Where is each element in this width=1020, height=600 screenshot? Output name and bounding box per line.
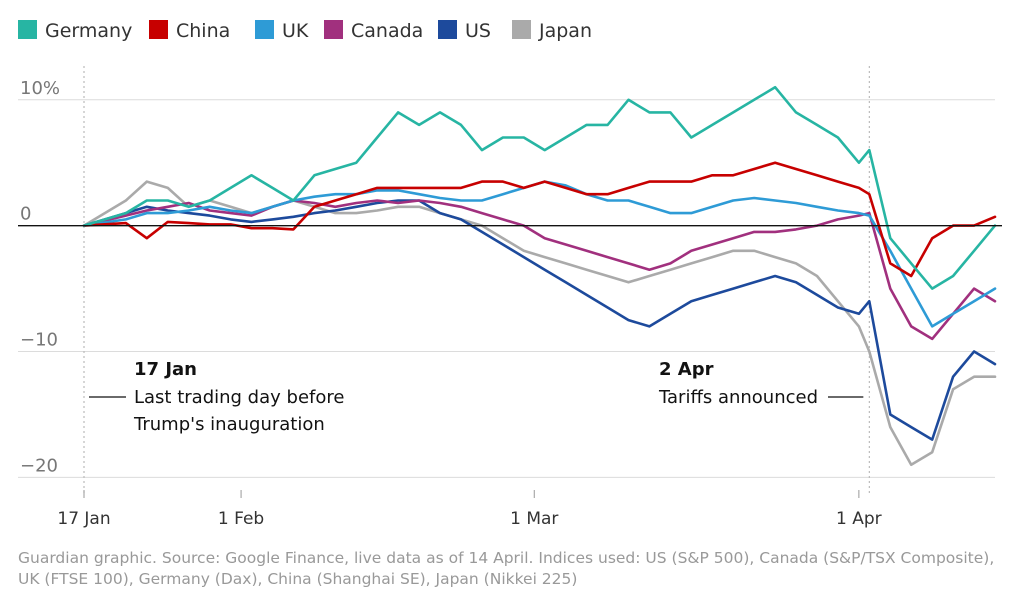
legend-label-uk: UK <box>282 20 309 42</box>
reference-lines <box>83 66 870 496</box>
source-footnote: Guardian graphic. Source: Google Finance… <box>18 549 995 588</box>
legend-swatch-canada <box>324 20 343 39</box>
annotation-text: Last trading day before <box>134 387 344 408</box>
y-tick-label: 10% <box>20 78 60 99</box>
annotation-text: Trump's inauguration <box>133 414 325 435</box>
legend-swatch-germany <box>18 20 37 39</box>
series-line-us <box>82 199 997 441</box>
x-tick-label: 17 Jan <box>57 509 110 529</box>
y-grid <box>18 99 995 478</box>
x-tick-label: 1 Feb <box>218 509 264 529</box>
legend-label-us: US <box>465 20 491 42</box>
series-line-china <box>82 161 997 278</box>
line-chart: Germany China UK Canada US Japan 10% 0 −10 −20 1… <box>18 20 1002 529</box>
series-line-germany <box>82 85 997 290</box>
x-tick-label: 1 Mar <box>510 509 558 529</box>
x-tick-label: 1 Apr <box>836 509 882 529</box>
legend-swatch-uk <box>255 20 274 39</box>
series-line-canada <box>82 199 997 341</box>
legend-label-japan: Japan <box>538 20 592 42</box>
series-lines <box>82 85 997 467</box>
legend-label-canada: Canada <box>351 20 423 42</box>
annotations: 17 Jan Last trading day before Trump's ina… <box>89 359 864 435</box>
y-tick-label: −20 <box>20 455 58 476</box>
annotation-text: Tariffs announced <box>658 387 818 408</box>
legend-swatch-china <box>149 20 168 39</box>
y-tick-label: −10 <box>20 330 58 351</box>
legend-swatch-japan <box>512 20 531 39</box>
annotation-date: 17 Jan <box>134 359 197 380</box>
y-axis-ticks: 10% 0 −10 −20 <box>20 78 60 477</box>
legend: Germany China UK Canada US Japan <box>18 20 592 42</box>
legend-swatch-us <box>438 20 457 39</box>
legend-label-germany: Germany <box>45 20 132 42</box>
annotation-date: 2 Apr <box>659 359 714 380</box>
x-axis-ticks: 17 Jan 1 Feb 1 Mar 1 Apr <box>57 490 882 529</box>
legend-label-china: China <box>176 20 230 42</box>
y-tick-label: 0 <box>20 204 31 225</box>
